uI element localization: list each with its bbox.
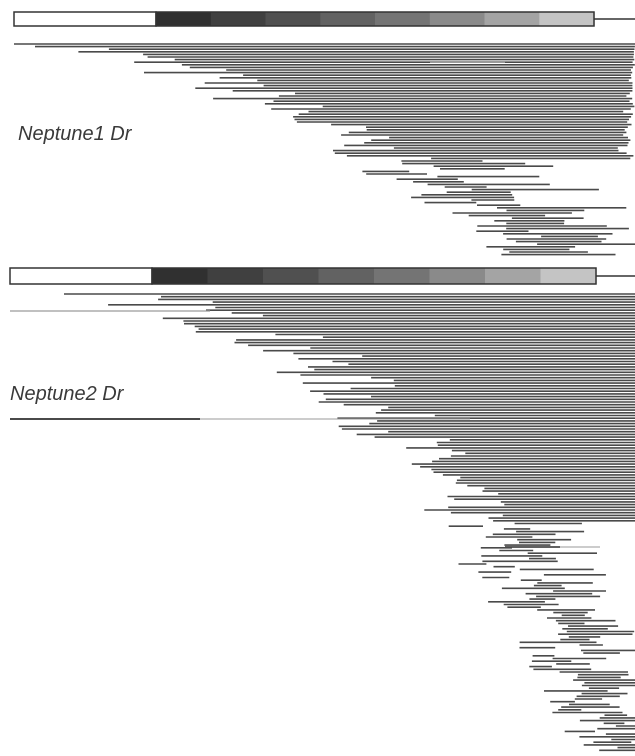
utr-5-prime-box — [13, 11, 157, 27]
read-stack-neptune2 — [10, 293, 635, 752]
coding-segment — [374, 268, 431, 284]
coding-segment — [429, 268, 486, 284]
coding-segment — [265, 12, 321, 26]
coding-region-gradient — [156, 12, 595, 26]
coding-segment — [539, 12, 595, 26]
gene-model-neptune2 — [9, 267, 635, 285]
coding-segment — [485, 268, 542, 284]
coding-segment — [210, 12, 267, 26]
coding-segment — [540, 268, 597, 284]
read-stack-neptune1 — [14, 43, 635, 256]
coding-segment — [320, 12, 376, 26]
panel-label-neptune2: Neptune2 Dr — [10, 383, 125, 405]
coding-segment — [429, 12, 486, 26]
coding-segment — [263, 268, 320, 284]
utr-5-prime-box — [9, 267, 153, 285]
coding-segment — [484, 12, 540, 26]
coding-region-gradient — [152, 268, 597, 284]
panel-label-neptune1: Neptune1 Dr — [18, 123, 133, 145]
coding-segment — [207, 268, 264, 284]
coding-segment — [318, 268, 375, 284]
coding-segment — [152, 268, 209, 284]
gene-model-neptune1 — [13, 11, 635, 27]
coding-segment — [375, 12, 431, 26]
coding-segment — [156, 12, 212, 26]
